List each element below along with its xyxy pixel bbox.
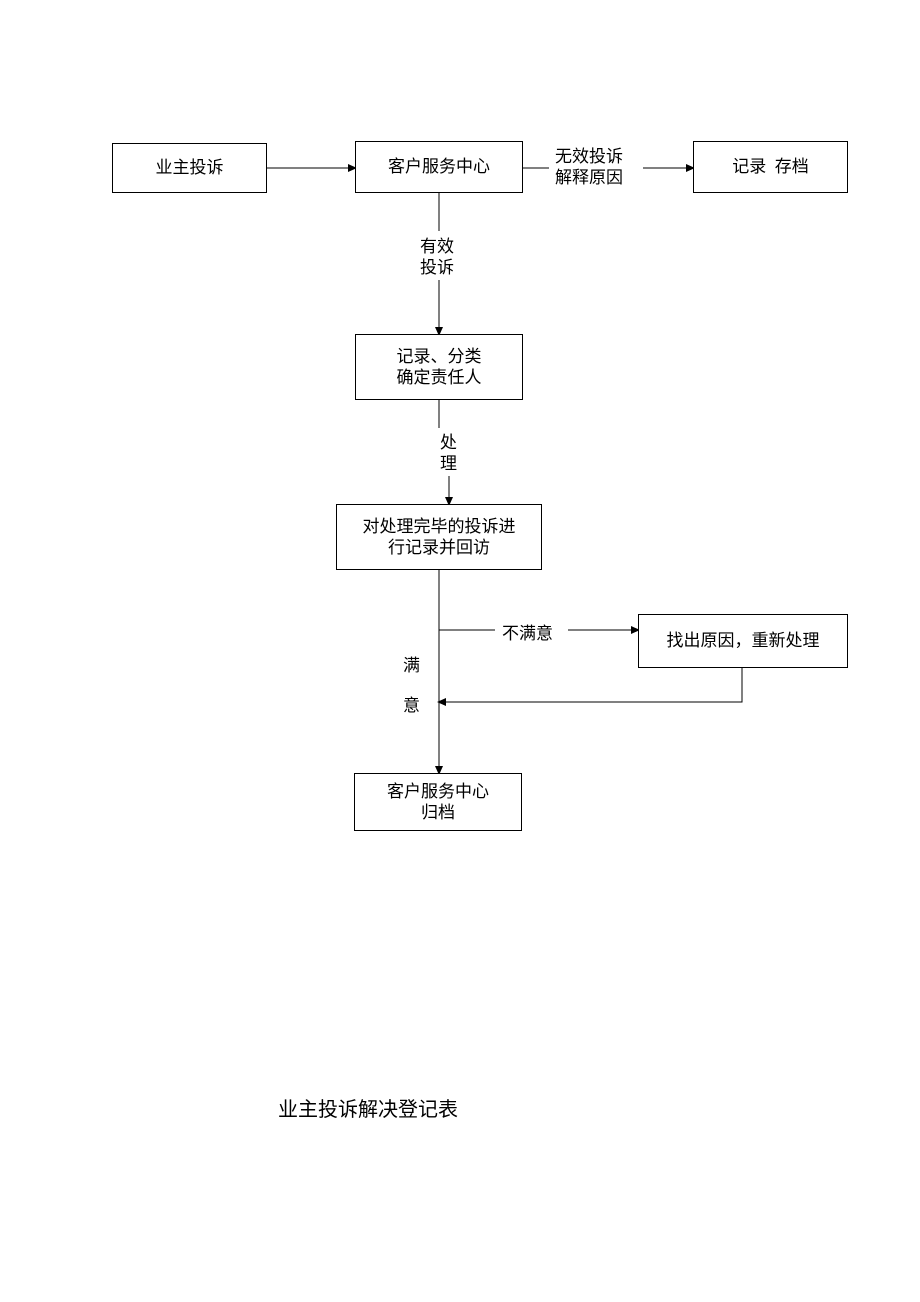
edge-label-satisfied-b: 意 xyxy=(403,695,420,716)
edge-e13 xyxy=(439,668,742,702)
flowchart-canvas: 业主投诉 客户服务中心 记录 存档 记录、分类 确定责任人 对处理完毕的投诉进 … xyxy=(0,0,920,1302)
node-record-followup: 对处理完毕的投诉进 行记录并回访 xyxy=(336,504,542,570)
edge-label-satisfied-a: 满 xyxy=(403,655,420,676)
node-label: 业主投诉 xyxy=(156,157,224,178)
node-label: 找出原因，重新处理 xyxy=(667,630,820,651)
node-classify-assign: 记录、分类 确定责任人 xyxy=(355,334,523,400)
node-label: 对处理完毕的投诉进 行记录并回访 xyxy=(363,516,516,559)
node-label: 记录、分类 确定责任人 xyxy=(397,346,482,389)
edge-label-invalid: 无效投诉 解释原因 xyxy=(555,146,623,189)
edge-label-valid: 有效 投诉 xyxy=(420,236,454,279)
node-service-center: 客户服务中心 xyxy=(355,141,523,193)
node-label: 客户服务中心 xyxy=(388,156,490,177)
edge-label-unsatisfied: 不满意 xyxy=(502,623,553,644)
node-label: 记录 存档 xyxy=(732,156,809,177)
edge-label-process: 处 理 xyxy=(440,432,457,475)
node-owner-complaint: 业主投诉 xyxy=(112,143,267,193)
node-label: 客户服务中心 归档 xyxy=(387,781,489,824)
node-find-cause-redo: 找出原因，重新处理 xyxy=(638,614,848,668)
footer-title: 业主投诉解决登记表 xyxy=(278,1093,458,1122)
node-record-archive: 记录 存档 xyxy=(693,141,848,193)
node-archive-final: 客户服务中心 归档 xyxy=(354,773,522,831)
